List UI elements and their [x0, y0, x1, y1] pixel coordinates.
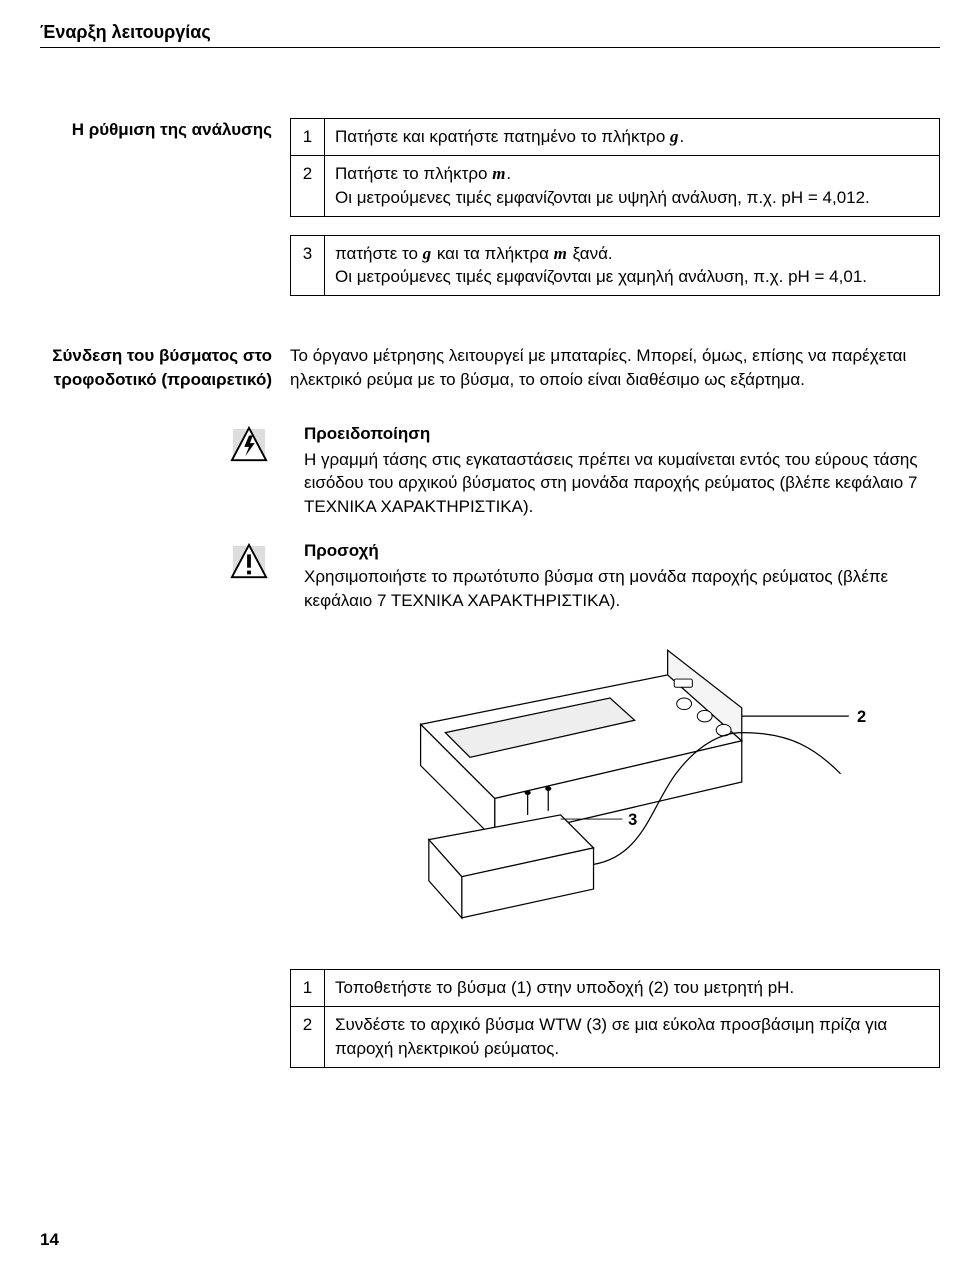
- text: Οι μετρούμενες τιμές εμφανίζονται με χαμ…: [335, 267, 867, 286]
- caution-body: Χρησιμοποιήστε το πρωτότυπο βύσμα στη μο…: [304, 567, 888, 610]
- text: .: [680, 127, 685, 146]
- section-plug: Σύνδεση του βύσματος στο τροφοδοτικό (πρ…: [40, 344, 940, 392]
- page-number: 14: [40, 1228, 59, 1252]
- text: .: [506, 164, 511, 183]
- resolution-steps-a: 1 Πατήστε και κρατήστε πατημένο το πλήκτ…: [290, 118, 940, 216]
- table-row: 3 πατήστε το g και τα πλήκτρα m ξανά. Οι…: [291, 235, 940, 296]
- key-glyph-m: m: [492, 164, 506, 183]
- step-number: 1: [291, 970, 325, 1007]
- step-number: 1: [291, 119, 325, 156]
- electric-hazard-icon: [230, 422, 272, 519]
- step-text: Πατήστε το πλήκτρο m. Οι μετρούμενες τιμ…: [325, 155, 940, 216]
- text: και τα πλήκτρα: [432, 244, 554, 263]
- resolution-steps-b: 3 πατήστε το g και τα πλήκτρα m ξανά. Οι…: [290, 235, 940, 297]
- side-label-resolution: Η ρύθμιση της ανάλυσης: [40, 118, 290, 314]
- table-row: 1 Πατήστε και κρατήστε πατημένο το πλήκτ…: [291, 119, 940, 156]
- illu-label-3: 3: [628, 811, 637, 829]
- step-text: πατήστε το g και τα πλήκτρα m ξανά. Οι μ…: [325, 235, 940, 296]
- step-text: Πατήστε και κρατήστε πατημένο το πλήκτρο…: [325, 119, 940, 156]
- key-glyph-g: g: [670, 127, 680, 146]
- step-number: 2: [291, 155, 325, 216]
- key-glyph-m: m: [554, 244, 568, 263]
- step-text: Συνδέστε το αρχικό βύσμα WTW (3) σε μια …: [325, 1006, 940, 1067]
- text: Οι μετρούμενες τιμές εμφανίζονται με υψη…: [335, 188, 870, 207]
- warning-block: Προειδοποίηση Η γραμμή τάσης στις εγκατα…: [40, 422, 940, 519]
- text: πατήστε το: [335, 244, 423, 263]
- header-title: Έναρξη λειτουργίας: [40, 20, 940, 45]
- illu-label-2: 2: [857, 708, 866, 726]
- caution-icon: [230, 539, 272, 612]
- illustration-section: 2 3: [40, 612, 940, 1085]
- text: ξανά.: [568, 244, 613, 263]
- warning-body: Η γραμμή τάσης στις εγκαταστάσεις πρέπει…: [304, 450, 918, 517]
- device-illustration: 2 3: [290, 642, 940, 929]
- section-resolution: Η ρύθμιση της ανάλυσης 1 Πατήστε και κρα…: [40, 118, 940, 314]
- caution-block: Προσοχή Χρησιμοποιήστε το πρωτότυπο βύσμ…: [40, 539, 940, 612]
- warning-title: Προειδοποίηση: [304, 422, 940, 446]
- table-row: 2 Πατήστε το πλήκτρο m. Οι μετρούμενες τ…: [291, 155, 940, 216]
- caution-title: Προσοχή: [304, 539, 940, 563]
- side-label-plug: Σύνδεση του βύσματος στο τροφοδοτικό (πρ…: [40, 344, 290, 392]
- step-number: 3: [291, 235, 325, 296]
- step-number: 2: [291, 1006, 325, 1067]
- plug-steps: 1 Τοποθετήστε το βύσμα (1) στην υποδοχή …: [290, 969, 940, 1067]
- step-text: Τοποθετήστε το βύσμα (1) στην υποδοχή (2…: [325, 970, 940, 1007]
- text: Πατήστε και κρατήστε πατημένο το πλήκτρο: [335, 127, 670, 146]
- table-row: 2 Συνδέστε το αρχικό βύσμα WTW (3) σε μι…: [291, 1006, 940, 1067]
- key-glyph-g: g: [423, 244, 433, 263]
- table-row: 1 Τοποθετήστε το βύσμα (1) στην υποδοχή …: [291, 970, 940, 1007]
- text: Πατήστε το πλήκτρο: [335, 164, 492, 183]
- plug-intro: Το όργανο μέτρησης λειτουργεί με μπαταρί…: [290, 344, 940, 392]
- header-rule: [40, 47, 940, 48]
